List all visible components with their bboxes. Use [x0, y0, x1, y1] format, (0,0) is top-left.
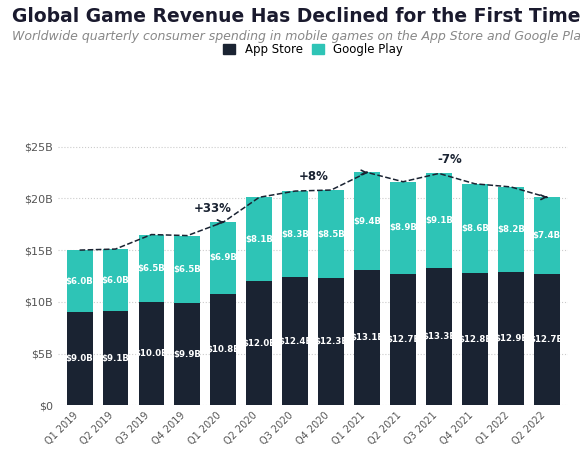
Bar	[139, 302, 164, 405]
Bar	[534, 274, 560, 405]
Text: $13.3B: $13.3B	[422, 332, 456, 341]
Bar	[318, 190, 344, 278]
Bar	[246, 197, 272, 281]
Bar	[175, 236, 200, 303]
Text: $12.4B: $12.4B	[278, 337, 312, 346]
Bar	[426, 173, 452, 267]
Text: -7%: -7%	[437, 153, 462, 166]
Bar	[354, 270, 380, 405]
Text: $8.6B: $8.6B	[461, 224, 489, 233]
Bar	[103, 249, 128, 311]
Text: $8.1B: $8.1B	[245, 235, 273, 244]
Text: $9.9B: $9.9B	[173, 350, 201, 359]
Bar	[103, 311, 128, 405]
Bar	[139, 234, 164, 302]
Bar	[211, 222, 236, 294]
Bar	[354, 172, 380, 270]
Bar	[318, 278, 344, 405]
Text: $12.3B: $12.3B	[314, 337, 348, 346]
Bar	[462, 184, 488, 273]
Text: $10.0B: $10.0B	[135, 349, 168, 358]
Text: $9.0B: $9.0B	[66, 354, 93, 363]
Text: $6.9B: $6.9B	[209, 254, 237, 262]
Text: $6.0B: $6.0B	[102, 275, 129, 285]
Bar	[534, 197, 560, 274]
Text: $6.5B: $6.5B	[173, 265, 201, 274]
Text: $12.0B: $12.0B	[242, 339, 276, 348]
Bar	[282, 191, 308, 277]
Bar	[462, 273, 488, 405]
Text: $12.7B: $12.7B	[530, 335, 564, 344]
Bar	[498, 187, 524, 272]
Bar	[282, 277, 308, 405]
Text: +8%: +8%	[298, 170, 328, 183]
Bar	[67, 312, 92, 405]
Text: $6.5B: $6.5B	[137, 264, 165, 273]
Text: $9.1B: $9.1B	[102, 354, 129, 363]
Text: $12.7B: $12.7B	[386, 335, 420, 344]
Text: $8.2B: $8.2B	[497, 225, 525, 234]
Text: $9.4B: $9.4B	[353, 217, 381, 226]
Text: Global Game Revenue Has Declined for the First Time: Global Game Revenue Has Declined for the…	[12, 7, 580, 26]
Text: $12.8B: $12.8B	[458, 335, 492, 343]
Bar	[246, 281, 272, 405]
Bar	[175, 303, 200, 405]
Text: $7.4B: $7.4B	[533, 231, 561, 240]
Bar	[390, 182, 416, 274]
Bar	[498, 272, 524, 405]
Text: $8.9B: $8.9B	[389, 223, 417, 233]
Legend: App Store, Google Play: App Store, Google Play	[220, 40, 407, 60]
Bar	[67, 250, 92, 312]
Text: Worldwide quarterly consumer spending in mobile games on the App Store and Googl: Worldwide quarterly consumer spending in…	[12, 30, 580, 43]
Bar	[426, 267, 452, 405]
Text: $12.9B: $12.9B	[494, 334, 528, 343]
Text: $6.0B: $6.0B	[66, 277, 93, 286]
Text: $8.5B: $8.5B	[317, 230, 345, 239]
Bar	[390, 274, 416, 405]
Text: $8.3B: $8.3B	[281, 230, 309, 239]
Text: $10.8B: $10.8B	[206, 345, 240, 354]
Text: $9.1B: $9.1B	[425, 216, 453, 225]
Text: $13.1B: $13.1B	[350, 333, 384, 342]
Text: +33%: +33%	[194, 202, 231, 215]
Bar	[211, 294, 236, 405]
